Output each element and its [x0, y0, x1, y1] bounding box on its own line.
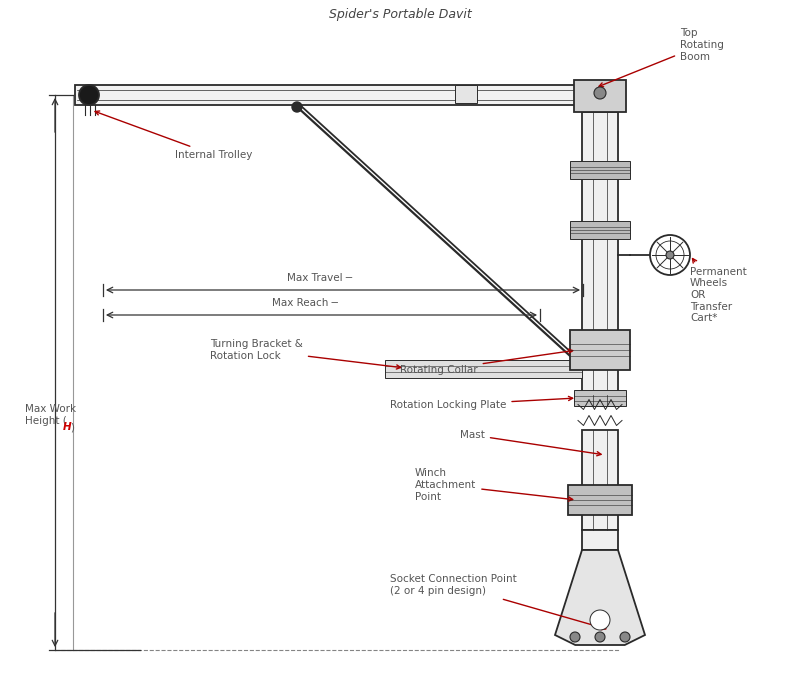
Text: Max Reach ─: Max Reach ─ — [272, 298, 338, 308]
Text: Top
Rotating
Boom: Top Rotating Boom — [599, 28, 724, 87]
Text: Max Travel ─: Max Travel ─ — [287, 273, 353, 283]
Bar — [582, 530, 618, 550]
Text: Internal Trolley: Internal Trolley — [95, 111, 252, 160]
Text: Socket Connection Point
(2 or 4 pin design): Socket Connection Point (2 or 4 pin desi… — [390, 574, 606, 630]
Circle shape — [79, 85, 99, 105]
Bar — [385, 360, 582, 378]
Text: Mast: Mast — [460, 430, 601, 456]
Bar — [455, 85, 477, 103]
Bar — [568, 485, 632, 515]
Circle shape — [590, 610, 610, 630]
Bar — [582, 430, 618, 530]
Bar — [570, 221, 630, 239]
Bar — [582, 112, 618, 395]
Bar — [570, 330, 630, 370]
Polygon shape — [555, 550, 645, 645]
Circle shape — [595, 632, 605, 642]
Text: Max Work
Height (: Max Work Height ( — [25, 404, 76, 426]
Bar — [570, 161, 630, 179]
Bar — [75, 85, 582, 105]
Text: ): ) — [70, 422, 74, 432]
Text: Rotation Locking Plate: Rotation Locking Plate — [390, 397, 573, 410]
Bar — [574, 390, 626, 406]
Circle shape — [656, 241, 684, 269]
Text: Permanent
Wheels
OR
Transfer
Cart*: Permanent Wheels OR Transfer Cart* — [690, 258, 746, 323]
Circle shape — [292, 102, 302, 112]
Bar — [574, 80, 626, 112]
Circle shape — [666, 251, 674, 259]
Circle shape — [620, 632, 630, 642]
Text: Rotating Collar: Rotating Collar — [400, 349, 573, 375]
Text: Winch
Attachment
Point: Winch Attachment Point — [415, 468, 573, 502]
Text: Spider's Portable Davit: Spider's Portable Davit — [329, 8, 471, 21]
Circle shape — [594, 87, 606, 99]
Text: H: H — [63, 422, 72, 432]
Circle shape — [570, 632, 580, 642]
Circle shape — [650, 235, 690, 275]
Bar — [582, 395, 618, 406]
Text: Turning Bracket &
Rotation Lock: Turning Bracket & Rotation Lock — [210, 339, 401, 369]
